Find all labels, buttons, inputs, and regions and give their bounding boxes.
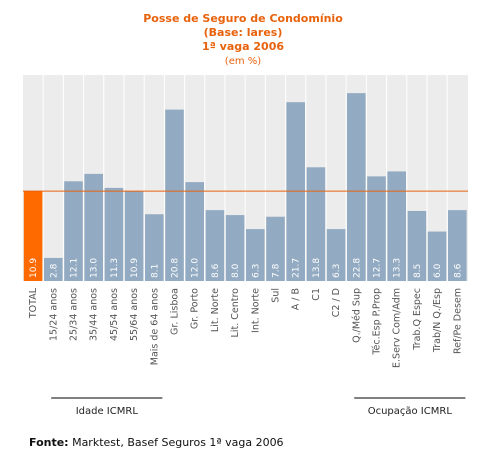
category-label-19: Trab.Q Espec bbox=[412, 288, 423, 351]
bar-19 bbox=[407, 210, 427, 281]
bar-10 bbox=[225, 215, 245, 281]
category-label-6: Mais de 64 anos bbox=[149, 288, 160, 365]
category-label-7: Gr. Lisboa bbox=[170, 288, 181, 335]
category-label-15: C2 / D bbox=[331, 288, 342, 317]
category-label-18: E.Serv Com/Adm bbox=[392, 288, 403, 368]
source-label: Fonte: bbox=[29, 436, 69, 449]
value-label-0: 10.9 bbox=[29, 258, 39, 278]
chart-title-block: Posse de Seguro de Condomínio (Base: lar… bbox=[143, 12, 343, 67]
category-label-3: 35/44 anos bbox=[89, 288, 100, 341]
category-label-0: TOTAL bbox=[28, 287, 39, 319]
category-label-21: Ref/Pe Desem bbox=[452, 288, 463, 354]
value-label-11: 6.3 bbox=[251, 264, 261, 278]
bar-9 bbox=[205, 210, 225, 281]
value-label-13: 21.7 bbox=[292, 258, 302, 278]
bar-12 bbox=[266, 216, 285, 281]
category-label-11: Int. Norte bbox=[250, 288, 261, 333]
gridlines bbox=[42, 75, 448, 281]
value-label-1: 2.8 bbox=[49, 263, 59, 278]
chart-title-line-3: 1ª vaga 2006 bbox=[202, 40, 284, 53]
category-label-13: A / B bbox=[291, 288, 302, 310]
bar-8 bbox=[185, 182, 204, 281]
bar-5 bbox=[124, 191, 144, 281]
value-label-10: 8.0 bbox=[231, 263, 241, 278]
bar-7 bbox=[165, 109, 184, 281]
bar-18 bbox=[387, 171, 406, 281]
value-label-16: 22.8 bbox=[352, 258, 362, 278]
value-label-9: 8.6 bbox=[211, 263, 221, 278]
bar-15 bbox=[326, 229, 346, 281]
bar-3 bbox=[84, 173, 103, 281]
group-label-0: Idade ICMRL bbox=[76, 406, 139, 417]
value-label-2: 12.1 bbox=[70, 258, 80, 278]
bars-layer bbox=[23, 93, 467, 282]
value-label-6: 8.1 bbox=[150, 264, 160, 278]
value-label-12: 7.8 bbox=[272, 263, 282, 278]
category-label-14: C1 bbox=[311, 288, 322, 301]
bar-21 bbox=[448, 210, 467, 281]
bar-17 bbox=[367, 176, 386, 281]
category-label-8: Gr. Porto bbox=[190, 288, 201, 329]
source-note: Fonte: Marktest, Basef Seguros 1ª vaga 2… bbox=[29, 436, 284, 449]
bar-1 bbox=[44, 257, 63, 281]
bar-14 bbox=[306, 167, 326, 281]
bar-0 bbox=[23, 191, 43, 281]
value-label-3: 13.0 bbox=[90, 258, 100, 278]
bar-2 bbox=[64, 181, 83, 281]
chart-title-line-2: (Base: lares) bbox=[204, 26, 283, 39]
value-label-18: 13.3 bbox=[393, 258, 403, 278]
bar-20 bbox=[427, 231, 447, 281]
category-label-5: 55/64 anos bbox=[129, 288, 140, 341]
category-label-2: 25/34 anos bbox=[69, 288, 80, 341]
value-label-20: 6.0 bbox=[433, 263, 443, 278]
value-label-21: 8.6 bbox=[453, 263, 463, 278]
source-text: Marktest, Basef Seguros 1ª vaga 2006 bbox=[72, 436, 284, 449]
value-label-5: 10.9 bbox=[130, 258, 140, 278]
chart-subtitle: (em %) bbox=[225, 56, 261, 67]
value-label-7: 20.8 bbox=[171, 258, 181, 278]
category-label-1: 15/24 anos bbox=[48, 288, 59, 341]
category-labels-layer: TOTAL 15/24 anos 25/34 anos 35/44 anos 45/54… bbox=[28, 287, 463, 368]
group-brackets-layer: Idade ICMRL Ocupação ICMRL bbox=[51, 397, 466, 417]
category-label-12: Sul bbox=[271, 288, 282, 303]
bar-4 bbox=[104, 187, 124, 281]
chart-title-line-1: Posse de Seguro de Condomínio bbox=[143, 12, 343, 25]
category-label-10: Lit. Centro bbox=[230, 288, 241, 338]
value-label-4: 11.3 bbox=[110, 258, 120, 278]
bar-11 bbox=[246, 229, 265, 281]
value-label-19: 8.5 bbox=[413, 264, 423, 278]
value-labels-layer: 10.9 2.8 12.1 13.0 11.3 10.9 8.1 20.8 12.0 8.6 8.0… bbox=[29, 258, 463, 278]
value-label-17: 12.7 bbox=[373, 258, 383, 278]
category-label-17: Téc.Esp P.Prop bbox=[372, 288, 383, 356]
category-label-20: Trab/N Q./Esp bbox=[432, 288, 443, 353]
bar-6 bbox=[145, 214, 164, 281]
value-label-15: 6.3 bbox=[332, 264, 342, 278]
category-label-16: Q./Méd Sup bbox=[351, 288, 362, 343]
bar-16 bbox=[347, 93, 366, 282]
value-label-8: 12.0 bbox=[191, 258, 201, 278]
category-label-4: 45/54 anos bbox=[109, 288, 120, 341]
group-label-1: Ocupação ICMRL bbox=[368, 406, 453, 417]
value-label-14: 13.8 bbox=[312, 258, 322, 278]
category-label-9: Lit. Norte bbox=[210, 288, 221, 332]
